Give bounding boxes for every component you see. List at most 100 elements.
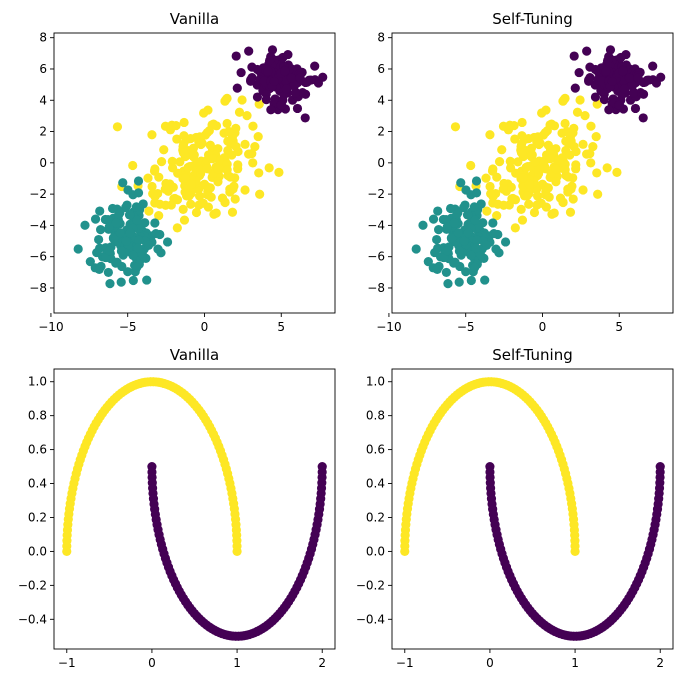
scatter-point (443, 279, 453, 289)
scatter-point (588, 142, 598, 152)
scatter-point (196, 139, 206, 150)
scatter-point (207, 154, 218, 164)
scatter-point (217, 193, 228, 203)
scatter-point (92, 247, 102, 258)
scatter-point (213, 164, 223, 174)
scatter-point (132, 215, 142, 225)
scatter-point (292, 103, 303, 114)
scatter-point (240, 139, 250, 149)
scatter-point (204, 126, 214, 136)
x-tick-label: −10 (38, 320, 63, 334)
scatter-point (494, 157, 505, 167)
scatter-point (584, 75, 594, 85)
scatter-point (205, 140, 215, 150)
scatter-point (612, 167, 622, 177)
y-tick-label: 2 (377, 125, 385, 139)
scatter-point (466, 275, 476, 286)
scatter-point (491, 244, 501, 254)
scatter-point (115, 228, 126, 238)
scatter-point (551, 177, 561, 187)
axes-frame (53, 368, 336, 650)
scatter-point (453, 228, 464, 238)
scatter-point (191, 132, 201, 143)
scatter-point (466, 250, 476, 260)
y-tick-label: −2 (29, 187, 47, 201)
scatter-point (489, 228, 499, 239)
scatter-point (192, 157, 202, 167)
scatter-point (540, 164, 550, 174)
y-tick-label: 0.2 (28, 510, 47, 524)
scatter-point (178, 204, 188, 214)
scatter-point (602, 55, 613, 66)
scatter-point (246, 75, 256, 85)
scatter-point (244, 149, 254, 159)
scatter-point (582, 149, 592, 159)
scatter-point (237, 95, 247, 105)
y-tick-label: 0 (39, 156, 47, 170)
scatter-point (73, 244, 83, 254)
scatter-point (445, 203, 456, 214)
scatter-point (103, 267, 113, 278)
scatter-point (442, 246, 453, 256)
scatter-point (452, 210, 462, 220)
scatter-point (602, 163, 612, 173)
scatter-point (231, 141, 241, 152)
scatter-point (630, 103, 641, 114)
x-tick-label: 1 (571, 656, 579, 670)
scatter-point (280, 66, 290, 76)
scatter-point (156, 157, 167, 167)
scatter-point (132, 262, 142, 272)
scatter-point (191, 207, 202, 218)
scatter-point (118, 178, 128, 188)
scatter-point (638, 89, 649, 99)
scatter-point (248, 158, 258, 168)
scatter-point (597, 76, 607, 86)
scatter-point (252, 64, 263, 75)
scatter-point (125, 210, 135, 220)
scatter-point (633, 73, 643, 83)
y-tick-label: 0.8 (366, 409, 385, 423)
scatter-point (94, 264, 104, 275)
scatter-point (433, 206, 443, 216)
scatter-point (505, 120, 515, 130)
y-tick-label: 0.6 (28, 443, 47, 457)
scatter-point (599, 95, 609, 105)
scatter-point (255, 189, 265, 199)
panel-vanilla-moons: −1 0 1 2 −0.4 −0.2 0.0 0.2 0.4 0.6 0.8 1.0 Vanilla (18, 346, 336, 670)
scatter-point (300, 113, 310, 123)
x-tick-label: 5 (277, 320, 285, 334)
scatter-point (563, 172, 573, 182)
scatter-point (618, 66, 628, 76)
scatter-point (582, 46, 592, 56)
scatter-point (233, 164, 243, 174)
scatter-point (533, 191, 543, 201)
scatter-point (423, 257, 433, 267)
x-tick-label: −5 (119, 320, 137, 334)
scatter-point (105, 279, 115, 289)
scatter-point (266, 105, 276, 115)
scatter-point (551, 164, 561, 174)
scatter-point (545, 154, 556, 164)
scatter-point (80, 220, 90, 230)
scatter-point (522, 191, 532, 201)
scatter-point (529, 207, 540, 218)
scatter-point (534, 139, 544, 150)
y-tick-label: −4 (29, 218, 47, 232)
chart-title: Self-Tuning (492, 10, 573, 28)
y-tick-label: 0.4 (366, 477, 385, 491)
y-tick-label: 8 (39, 31, 47, 45)
scatter-point (541, 202, 551, 212)
scatter-point (179, 117, 189, 128)
scatter-point (179, 131, 189, 141)
y-tick-label: 0.2 (366, 510, 385, 524)
scatter-point (454, 246, 465, 256)
scatter-point (518, 173, 529, 183)
y-tick-label: −6 (29, 250, 47, 264)
y-tick-label: 0.8 (28, 409, 47, 423)
axes-frame (391, 32, 674, 314)
x-tick-label: 2 (318, 656, 326, 670)
scatter-point (456, 178, 466, 188)
scatter-point (222, 118, 232, 129)
scatter-point (432, 234, 442, 245)
scatter-point (592, 99, 602, 109)
